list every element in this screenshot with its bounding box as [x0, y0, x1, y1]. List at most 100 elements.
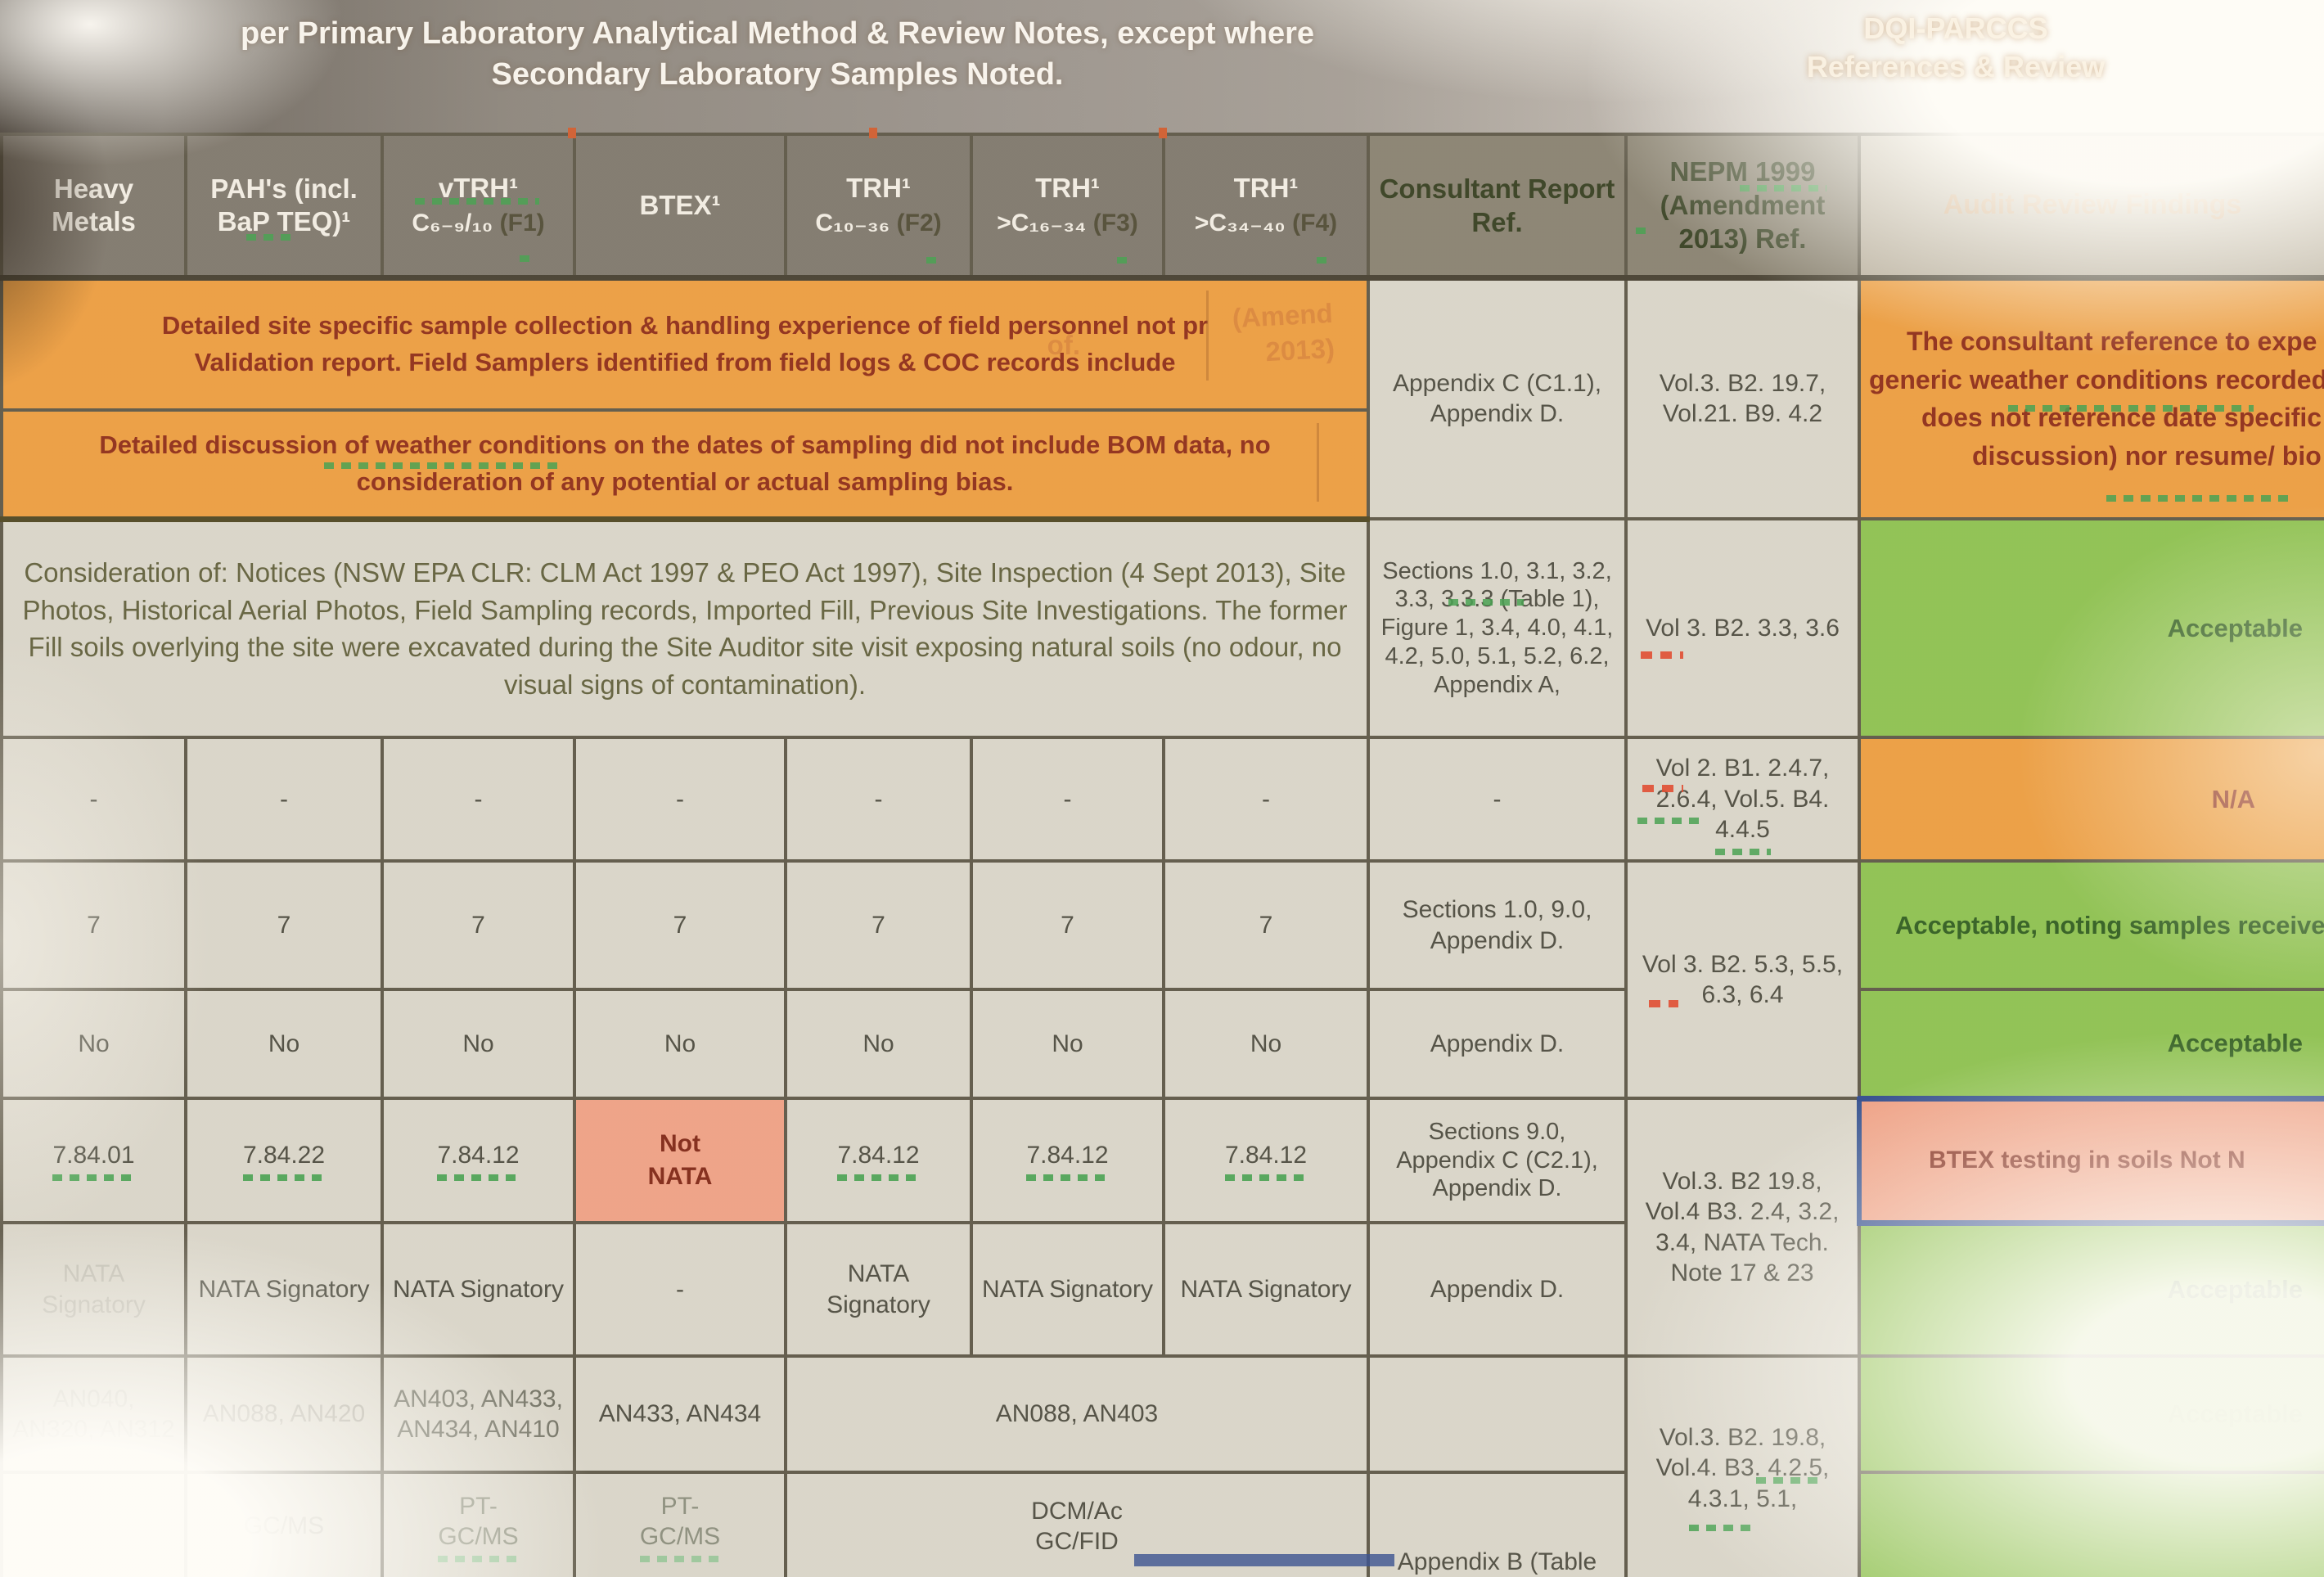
- cell-audit-finding-r4: N/A: [1858, 736, 2324, 863]
- col-header-label: BTEX¹: [639, 189, 721, 220]
- col-header-label: PAH's (incl. BaP TEQ)¹: [210, 173, 358, 237]
- cell-value: 7: [784, 859, 973, 991]
- cell-value: 7: [184, 859, 384, 991]
- cell-value: -: [0, 736, 187, 863]
- method-line: GC/FID: [1035, 1528, 1119, 1555]
- cell-consultant-ref-r1: Appendix C (C1.1), Appendix D.: [1367, 276, 1628, 520]
- ghost-line-mark: [1317, 423, 1319, 502]
- nepm-ref-text: Vol 3. B2. 3.3, 3.6: [1646, 614, 1840, 642]
- method-number: 7.84.12: [437, 1140, 520, 1181]
- col-header-label: NEPM 1999 (Amendment 2013) Ref.: [1660, 155, 1826, 255]
- col-header-pahs: PAH's (incl. BaP TEQ)¹: [184, 133, 384, 281]
- cell-method-number: 7.84.12: [1162, 1097, 1370, 1224]
- table-row: Detailed site specific sample collection…: [0, 276, 2324, 520]
- carbon-range: C₁₀₋₃₆: [815, 209, 890, 237]
- table-row: 7 7 7 7 7 7 7 Sections 1.0, 9.0, Appendi…: [0, 859, 2324, 1100]
- cell-value: NATA Signatory: [0, 1221, 187, 1358]
- cell-value: No: [1162, 988, 1370, 1100]
- cell-consultant-ref-r4: -: [1367, 736, 1628, 863]
- cell-value: NATA Signatory: [381, 1221, 576, 1358]
- audit-line: discussion) nor resume/ bio: [1972, 440, 2322, 471]
- cell-method-number: 7.84.12: [970, 1097, 1165, 1224]
- col-header-range: >C₃₄₋₄₀ (F4): [1172, 209, 1360, 239]
- cell-value: -: [970, 736, 1165, 863]
- cell-method-number: 7.84.01: [0, 1097, 187, 1224]
- cell-value: 7: [381, 859, 576, 991]
- cell-value: NATA Signatory: [784, 1221, 973, 1358]
- page-title-band: per Primary Laboratory Analytical Method…: [0, 0, 2324, 133]
- cell-value: -: [1162, 736, 1370, 863]
- spellcheck-mark: [324, 462, 563, 469]
- spellcheck-mark: [1688, 1525, 1751, 1531]
- cell-consultant-ref-r3: Sections 1.0, 3.1, 3.2, 3.3, 3.3.3 (Tabl…: [1367, 517, 1628, 739]
- ghost-line: 2013): [1264, 332, 1335, 367]
- col-header-range: C₆₋₉/₁₀ (F1): [390, 209, 566, 239]
- fraction-label: (F3): [1092, 209, 1138, 237]
- audit-line: The consultant reference to expe: [1907, 327, 2317, 357]
- spellcheck-mark-red: [1642, 785, 1683, 792]
- cell-lab-codes: AN088, AN403: [784, 1354, 1370, 1474]
- col-header-trh-f2: TRH¹ C₁₀₋₃₆ (F2): [784, 133, 973, 281]
- cell-nepm-ref-r1: Vol.3. B2. 19.7, Vol.21. B9. 4.2: [1624, 276, 1861, 520]
- col-header-label: TRH¹: [1035, 173, 1100, 204]
- method-number: 7.84.22: [242, 1140, 326, 1181]
- cell-value: No: [0, 988, 187, 1100]
- ghost-line: (Amend: [1232, 297, 1334, 333]
- cell-method-number: 7.84.22: [184, 1097, 384, 1224]
- cell-consultant-ref-r5: Sections 1.0, 9.0, Appendix D.: [1367, 859, 1628, 991]
- note-line-2: consideration of any potential or actual…: [356, 466, 1014, 496]
- col-header-consultant-ref: Consultant Report Ref.: [1367, 133, 1628, 281]
- primary-lab-title: per Primary Laboratory Analytical Method…: [155, 13, 1399, 95]
- cell-method-number: 7.84.12: [381, 1097, 576, 1224]
- fraction-label: (F2): [896, 209, 942, 237]
- cell-nepm-ref-r4: Vol 2. B1. 2.4.7, 2.6.4, Vol.5. B4. 4.4.…: [1624, 736, 1861, 863]
- audit-line: generic weather conditions recorded: [1869, 364, 2324, 394]
- nepm-ref-text: Vol.3. B2. 19.8, Vol.4. B3. 4.2.5, 4.3.1…: [1655, 1423, 1830, 1512]
- note-line-1: Detailed discussion of weather condition…: [99, 430, 1271, 459]
- audit-line: Acceptable, noting samples receive: [1895, 910, 2324, 939]
- cell-consultant-ref-r6: Appendix D.: [1367, 988, 1628, 1100]
- method-number: 7.84.12: [1224, 1140, 1308, 1181]
- cell-value: No: [784, 988, 973, 1100]
- cell-weather-note: Detailed discussion of weather condition…: [0, 408, 1370, 522]
- col-header-nepm-ref: NEPM 1999 (Amendment 2013) Ref.: [1624, 133, 1861, 281]
- cell-value: -: [573, 1221, 787, 1358]
- audit-line: BTEX testing in soils Not N: [1929, 1147, 2245, 1174]
- cell-instrument-method: PT- GC/MS: [573, 1471, 787, 1577]
- col-header-trh-f4: TRH¹ >C₃₄₋₄₀ (F4): [1162, 133, 1370, 281]
- cell-value: -: [381, 736, 576, 863]
- cell-not-nata: Not NATA: [573, 1097, 787, 1224]
- method-number: 7.84.01: [52, 1140, 135, 1181]
- cell-method-number: 7.84.12: [784, 1097, 973, 1224]
- ghost-bleedthrough-text: (Amend 2013): [1232, 295, 1335, 371]
- not-nata-text: Not NATA: [647, 1129, 713, 1191]
- ghost-line-mark: [1206, 290, 1209, 381]
- cell-value: NATA Signatory: [1162, 1221, 1370, 1358]
- cell-consultant-ref-r8: Appendix D.: [1367, 1221, 1628, 1358]
- registration-tick-mark: [869, 128, 877, 138]
- cell-value: NATA Signatory: [970, 1221, 1165, 1358]
- cell-lab-codes: AN403, AN433, AN434, AN410: [381, 1354, 576, 1474]
- cell-value: No: [381, 988, 576, 1100]
- spellcheck-mark: [2008, 404, 2254, 412]
- spellcheck-mark: [519, 255, 536, 262]
- registration-tick-mark: [568, 128, 576, 138]
- col-header-label: TRH¹: [1233, 173, 1299, 204]
- analytical-review-table: Heavy Metals PAH's (incl. BaP TEQ)¹ vTRH…: [0, 133, 2324, 1577]
- cell-value: -: [784, 736, 973, 863]
- col-header-audit-findings: Audit Review Findings: [1858, 133, 2324, 281]
- cell-lab-codes: AN433, AN434: [573, 1354, 787, 1474]
- cell-value: 7: [970, 859, 1165, 991]
- cell-value: No: [573, 988, 787, 1100]
- spellcheck-mark: [1636, 228, 1647, 234]
- spellcheck-mark: [2106, 494, 2293, 502]
- spellcheck-mark: [246, 234, 292, 241]
- method-line: PT-: [660, 1492, 700, 1520]
- cell-audit-finding-r10: [1858, 1471, 2324, 1577]
- cell-audit-finding-r6: Acceptable: [1858, 988, 2324, 1100]
- table-row: No No No No No No No Appendix D. Accepta…: [0, 988, 2324, 1100]
- spellcheck-mark: [1317, 257, 1331, 264]
- cell-audit-finding-r5: Acceptable, noting samples receive: [1858, 859, 2324, 991]
- cell-consultant-ref-r9: [1367, 1354, 1628, 1474]
